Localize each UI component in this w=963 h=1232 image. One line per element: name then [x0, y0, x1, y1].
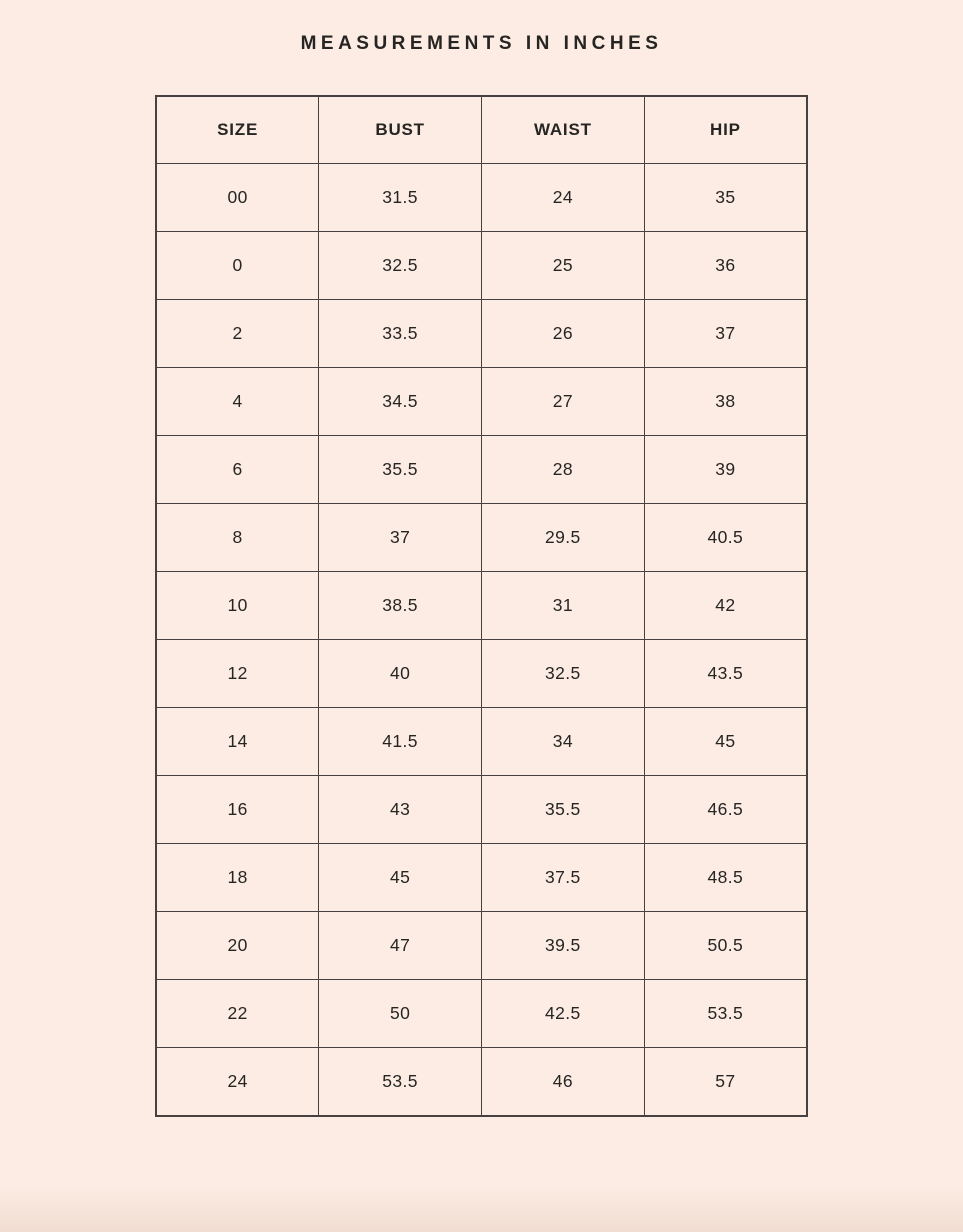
bottom-fade-shadow [0, 1184, 963, 1232]
table-cell: 40.5 [643, 503, 808, 572]
table-cell: 40 [318, 639, 482, 708]
table-cell: 32.5 [318, 231, 482, 300]
table-cell: 45 [643, 707, 808, 776]
table-cell: 43 [318, 775, 482, 844]
table-cell: 46.5 [643, 775, 808, 844]
table-row: 6 35.5 28 39 [155, 435, 808, 504]
table-cell: 0 [155, 231, 320, 300]
table-cell: 36 [643, 231, 808, 300]
table-head: SIZE BUST WAIST HIP [155, 95, 808, 164]
table-row: 12 40 32.5 43.5 [155, 639, 808, 708]
table-cell: 37 [318, 503, 482, 572]
table-cell: 42.5 [481, 979, 645, 1048]
table-cell: 35.5 [318, 435, 482, 504]
table-cell: 45 [318, 843, 482, 912]
table-cell: 26 [481, 299, 645, 368]
size-chart-table: SIZE BUST WAIST HIP 00 31.5 24 35 0 32.5 25 36 2 33.… [155, 95, 808, 1117]
table-cell: 53.5 [318, 1047, 482, 1117]
table-cell: 33.5 [318, 299, 482, 368]
table-row: 8 37 29.5 40.5 [155, 503, 808, 572]
table-row: 20 47 39.5 50.5 [155, 911, 808, 980]
table-row: 22 50 42.5 53.5 [155, 979, 808, 1048]
table-row: 0 32.5 25 36 [155, 231, 808, 300]
table-cell: 24 [155, 1047, 320, 1117]
table-cell: 25 [481, 231, 645, 300]
table-row: 16 43 35.5 46.5 [155, 775, 808, 844]
table-cell: 22 [155, 979, 320, 1048]
table-cell: 35 [643, 163, 808, 232]
table-cell: 50.5 [643, 911, 808, 980]
table-row: 14 41.5 34 45 [155, 707, 808, 776]
table-cell: 34.5 [318, 367, 482, 436]
table-cell: 00 [155, 163, 320, 232]
table-cell: 14 [155, 707, 320, 776]
table-cell: 38 [643, 367, 808, 436]
table-cell: 28 [481, 435, 645, 504]
table-cell: 41.5 [318, 707, 482, 776]
table-cell: 10 [155, 571, 320, 640]
table-header-cell: HIP [643, 95, 808, 164]
table-cell: 53.5 [643, 979, 808, 1048]
table-cell: 48.5 [643, 843, 808, 912]
table-header-cell: WAIST [481, 95, 645, 164]
table-body: 00 31.5 24 35 0 32.5 25 36 2 33.5 26 37 4 34.5 27 38 6 35… [155, 163, 808, 1117]
table-cell: 46 [481, 1047, 645, 1117]
table-row: 4 34.5 27 38 [155, 367, 808, 436]
table-row: 2 33.5 26 37 [155, 299, 808, 368]
table-cell: 57 [643, 1047, 808, 1117]
table-cell: 27 [481, 367, 645, 436]
table-cell: 8 [155, 503, 320, 572]
table-cell: 12 [155, 639, 320, 708]
table-cell: 31.5 [318, 163, 482, 232]
table-cell: 43.5 [643, 639, 808, 708]
table-cell: 42 [643, 571, 808, 640]
table-cell: 29.5 [481, 503, 645, 572]
table-row: 00 31.5 24 35 [155, 163, 808, 232]
table-cell: 37 [643, 299, 808, 368]
table-cell: 50 [318, 979, 482, 1048]
table-cell: 6 [155, 435, 320, 504]
table-cell: 16 [155, 775, 320, 844]
table-cell: 2 [155, 299, 320, 368]
page-title: MEASUREMENTS IN INCHES [300, 33, 663, 54]
table-cell: 39 [643, 435, 808, 504]
table-cell: 34 [481, 707, 645, 776]
table-cell: 4 [155, 367, 320, 436]
table-cell: 18 [155, 843, 320, 912]
table-header-cell: BUST [318, 95, 482, 164]
table-cell: 32.5 [481, 639, 645, 708]
table-header-row: SIZE BUST WAIST HIP [155, 95, 808, 164]
table-cell: 24 [481, 163, 645, 232]
table-header-cell: SIZE [155, 95, 320, 164]
table-cell: 20 [155, 911, 320, 980]
table-cell: 47 [318, 911, 482, 980]
table-row: 24 53.5 46 57 [155, 1047, 808, 1117]
table-cell: 31 [481, 571, 645, 640]
table-row: 10 38.5 31 42 [155, 571, 808, 640]
table-cell: 37.5 [481, 843, 645, 912]
table-cell: 38.5 [318, 571, 482, 640]
table-cell: 35.5 [481, 775, 645, 844]
table-cell: 39.5 [481, 911, 645, 980]
table-row: 18 45 37.5 48.5 [155, 843, 808, 912]
